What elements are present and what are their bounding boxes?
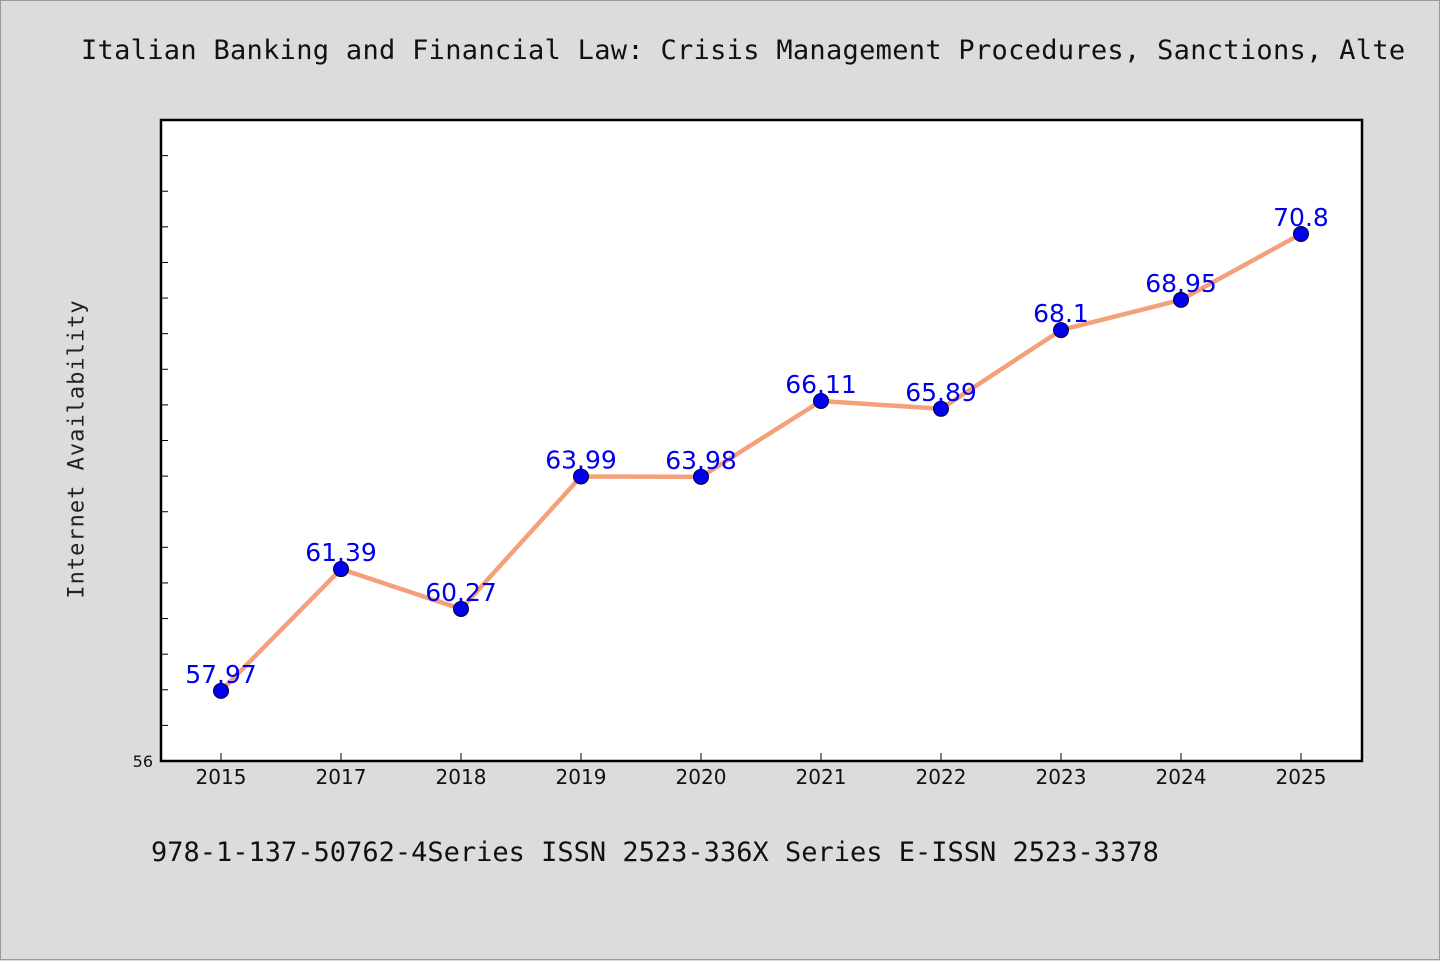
- data-label: 63.98: [665, 446, 737, 475]
- data-point: [453, 600, 469, 617]
- data-label: 68.1: [1033, 299, 1089, 328]
- footer-isbn-issn: 978-1-137-50762-4Series ISSN 2523-336X S…: [151, 837, 1159, 868]
- series-line: [219, 231, 1303, 693]
- data-point: [933, 400, 949, 417]
- x-tick-label: 2018: [436, 765, 487, 789]
- data-label: 65.89: [905, 378, 977, 407]
- data-markers: [213, 225, 1309, 699]
- series-line-group: [219, 231, 1303, 693]
- data-label: 61.39: [305, 538, 377, 567]
- data-point: [333, 561, 349, 578]
- x-tick-label: 2019: [556, 765, 607, 789]
- x-tick-label: 2015: [196, 765, 247, 789]
- x-axis-ticks: 2015 2017 2018 2019 2020 2021 2022 2023 2024 2025: [196, 753, 1327, 789]
- data-point: [573, 468, 589, 485]
- y-axis-ticks: 56: [133, 155, 168, 771]
- x-tick-label: 2024: [1156, 765, 1207, 789]
- data-point: [213, 682, 229, 699]
- data-label: 70.8: [1273, 203, 1329, 232]
- x-tick-label: 2017: [316, 765, 367, 789]
- y-tick-label: 56: [133, 752, 153, 771]
- data-label: 66.11: [785, 370, 857, 399]
- x-tick-label: 2025: [1276, 765, 1327, 789]
- data-point: [1173, 291, 1189, 308]
- data-label: 68.95: [1145, 269, 1217, 298]
- x-tick-label: 2023: [1036, 765, 1087, 789]
- data-labels: 57.97 61.39 60.27 63.99 63.98 66.11 65.89 68.1 6…: [185, 203, 1329, 689]
- data-label: 63.99: [545, 445, 617, 474]
- chart-title: Italian Banking and Financial Law: Crisi…: [81, 35, 1406, 66]
- data-point: [693, 468, 709, 485]
- x-tick-label: 2022: [916, 765, 967, 789]
- x-tick-label: 2021: [796, 765, 847, 789]
- x-tick-label: 2020: [676, 765, 727, 789]
- data-label: 57.97: [185, 660, 257, 689]
- data-point: [1053, 322, 1069, 339]
- data-label: 60.27: [425, 578, 497, 607]
- data-point: [1293, 225, 1309, 242]
- data-point: [813, 392, 829, 409]
